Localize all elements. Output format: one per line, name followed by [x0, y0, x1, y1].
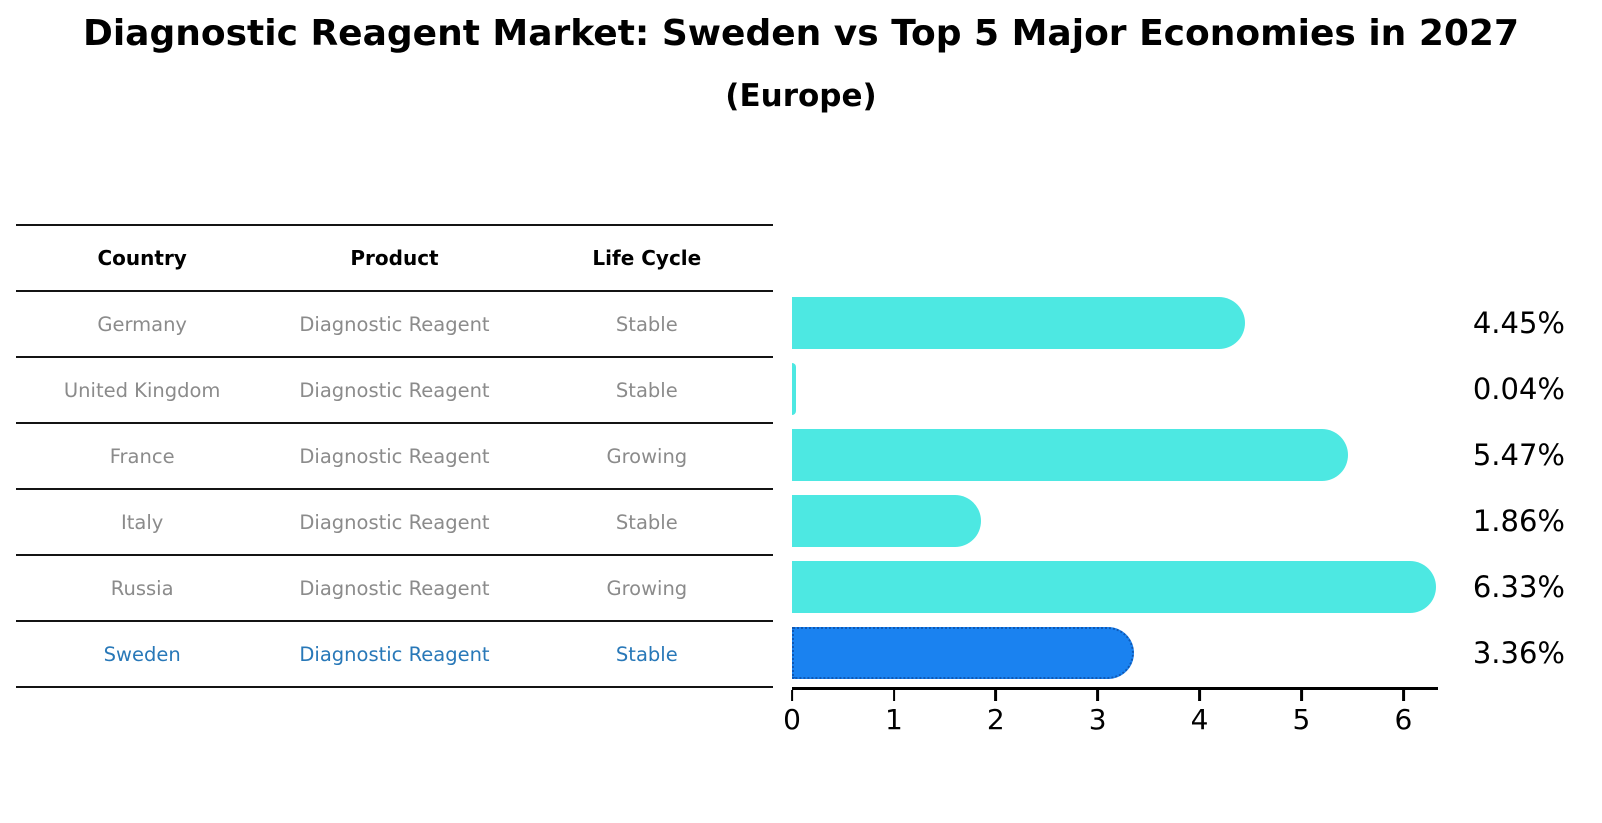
country-table: Country Product Life Cycle Germany Diagn…: [16, 224, 773, 688]
x-axis-tick-label: 5: [1292, 703, 1311, 736]
bar-value-label: 6.33%: [1472, 570, 1565, 604]
x-axis-tick-mark: [892, 690, 896, 701]
bar-italy: [792, 495, 982, 547]
table-header-row: Country Product Life Cycle: [16, 226, 773, 290]
table-row: Russia Diagnostic Reagent Growing: [16, 554, 773, 620]
x-axis-tick-label: 6: [1394, 703, 1413, 736]
x-axis-tick-mark: [994, 690, 998, 701]
table-header-country: Country: [97, 246, 187, 270]
bar-value-label: 3.36%: [1472, 636, 1565, 670]
x-axis-tick-label: 0: [783, 703, 801, 736]
x-axis-tick: 2: [987, 690, 1005, 736]
cell-country: United Kingdom: [63, 378, 221, 402]
x-axis: 0 1 2 3 4 5 6: [783, 687, 1438, 737]
cell-life-cycle: Stable: [615, 510, 678, 534]
bar-value-label: 0.04%: [1472, 372, 1565, 406]
chart-subtitle: (Europe): [725, 78, 877, 114]
bar-value-label: 5.47%: [1472, 438, 1565, 472]
bar-value-label: 4.45%: [1472, 306, 1565, 340]
chart-title: Diagnostic Reagent Market: Sweden vs Top…: [82, 13, 1520, 54]
table-row: France Diagnostic Reagent Growing: [16, 422, 773, 488]
cell-product: Diagnostic Reagent: [299, 312, 490, 336]
cell-life-cycle: Stable: [615, 312, 678, 336]
bar-row: 1.86%: [792, 488, 1567, 554]
table-row-highlighted: Sweden Diagnostic Reagent Stable: [16, 620, 773, 686]
bar-germany: [792, 297, 1245, 349]
table-header-life-cycle: Life Cycle: [592, 246, 702, 270]
cell-product: Diagnostic Reagent: [299, 378, 490, 402]
x-axis-tick: 0: [783, 690, 801, 736]
table-row: United Kingdom Diagnostic Reagent Stable: [16, 356, 773, 422]
x-axis-tick: 4: [1190, 690, 1209, 736]
bar-row-highlighted: 3.36%: [792, 620, 1567, 686]
x-axis-tick: 1: [885, 690, 903, 736]
x-axis-tick-mark: [790, 690, 794, 701]
cell-life-cycle: Growing: [606, 444, 688, 468]
cell-country: Sweden: [103, 642, 181, 666]
x-axis-tick-label: 2: [986, 703, 1005, 736]
table-row: Germany Diagnostic Reagent Stable: [16, 290, 773, 356]
x-axis-line: [792, 687, 1438, 690]
x-axis-tick-mark: [1198, 690, 1201, 701]
cell-country: France: [109, 444, 175, 468]
bar-row: 6.33%: [792, 554, 1567, 620]
x-axis-tick-label: 4: [1190, 703, 1209, 736]
bar-united-kingdom: [792, 363, 797, 415]
x-axis-tick: 6: [1394, 690, 1412, 736]
cell-country: Germany: [97, 312, 187, 336]
x-axis-tick: 5: [1292, 690, 1311, 736]
bar-sweden: [792, 627, 1134, 679]
cell-life-cycle: Growing: [606, 576, 688, 600]
cell-product: Diagnostic Reagent: [299, 510, 490, 534]
x-axis-tick-mark: [1402, 690, 1405, 701]
x-axis-tick-mark: [1096, 690, 1099, 701]
cell-product: Diagnostic Reagent: [299, 444, 490, 468]
bar-france: [792, 429, 1349, 481]
x-axis-tick: 3: [1089, 690, 1107, 736]
bar-value-label: 1.86%: [1472, 504, 1565, 538]
cell-country: Russia: [110, 576, 174, 600]
cell-life-cycle: Stable: [615, 642, 678, 666]
cell-product: Diagnostic Reagent: [299, 576, 490, 600]
bar-chart: 4.45% 0.04% 5.47% 1.86% 6.33% 3.36%: [792, 290, 1567, 686]
bar-russia: [792, 561, 1436, 613]
table-row: Italy Diagnostic Reagent Stable: [16, 488, 773, 554]
cell-product: Diagnostic Reagent: [299, 642, 490, 666]
x-axis-tick-label: 3: [1088, 703, 1107, 736]
x-axis-tick-label: 1: [884, 703, 903, 736]
bar-row: 5.47%: [792, 422, 1567, 488]
bar-row: 0.04%: [792, 356, 1567, 422]
cell-country: Italy: [121, 510, 164, 534]
table-header-product: Product: [350, 246, 439, 270]
x-axis-tick-mark: [1300, 690, 1303, 701]
cell-life-cycle: Stable: [615, 378, 678, 402]
bar-row: 4.45%: [792, 290, 1567, 356]
